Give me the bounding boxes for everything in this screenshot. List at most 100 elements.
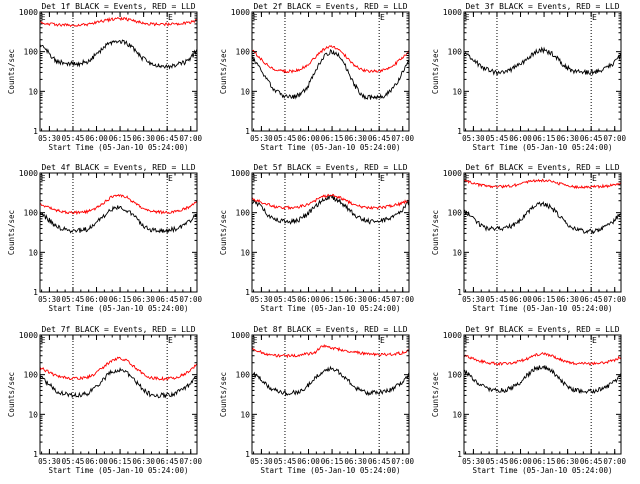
y-axis-label: Counts/sec [431, 372, 440, 417]
y-tick-label: 1000 [443, 8, 462, 17]
y-tick-label: 1 [457, 450, 462, 459]
x-axis-label: Start Time (05-Jan-10 05:24:00) [473, 466, 613, 475]
e-marker: E [41, 13, 46, 22]
y-tick-label: 1000 [231, 331, 250, 340]
x-tick-label: 06:00 [85, 457, 108, 466]
e-marker: E [253, 336, 258, 345]
y-tick-label: 10 [452, 87, 462, 96]
series-events-line [463, 200, 622, 235]
x-axis-label: Start Time (05-Jan-10 05:24:00) [49, 143, 189, 152]
panel-title: Det 7f BLACK = Events, RED = LLD [41, 325, 195, 334]
axes-frame [463, 334, 622, 455]
x-tick-label: 06:15 [109, 134, 132, 143]
x-tick-label: 06:00 [509, 295, 532, 304]
axes-frame [251, 172, 410, 293]
x-tick-label: 06:15 [533, 295, 556, 304]
x-tick-label: 05:45 [486, 457, 509, 466]
x-tick-label: 05:30 [462, 457, 485, 466]
series-lld-line [251, 343, 410, 359]
x-tick-label: 06:45 [156, 134, 179, 143]
y-tick-label: 1000 [19, 169, 38, 178]
axes-frame [39, 334, 198, 455]
x-tick-label: 06:45 [368, 295, 391, 304]
y-tick-label: 10 [240, 87, 250, 96]
x-tick-label: 06:30 [344, 457, 367, 466]
panel-title: Det 3f BLACK = Events, RED = LLD [465, 2, 619, 11]
y-tick-label: 1 [245, 450, 250, 459]
x-tick-label: 05:45 [62, 457, 85, 466]
x-tick-label: 06:00 [297, 295, 320, 304]
x-tick-label: 06:15 [321, 457, 344, 466]
y-tick-label: 100 [236, 371, 251, 380]
x-tick-label: 05:30 [462, 134, 485, 143]
x-tick-label: 05:45 [486, 295, 509, 304]
x-tick-label: 06:45 [580, 134, 603, 143]
axes-frame [251, 11, 410, 132]
x-tick-label: 05:45 [274, 457, 297, 466]
series-lld-line [39, 16, 198, 28]
x-tick-label: 06:00 [509, 134, 532, 143]
x-tick-label: 06:45 [156, 457, 179, 466]
y-axis-label: Counts/sec [219, 210, 228, 255]
y-axis-label: Counts/sec [7, 210, 16, 255]
x-tick-label: 06:30 [132, 457, 155, 466]
panel-title: Det 9f BLACK = Events, RED = LLD [465, 325, 619, 334]
x-tick-label: 05:30 [462, 295, 485, 304]
x-tick-label: 06:30 [132, 295, 155, 304]
y-tick-label: 1000 [231, 8, 250, 17]
x-tick-label: 07:00 [603, 295, 626, 304]
series-lld-line [39, 193, 198, 216]
y-tick-label: 10 [452, 248, 462, 257]
axes-frame [39, 172, 198, 293]
y-tick-label: 10 [28, 410, 38, 419]
x-tick-label: 05:30 [250, 457, 273, 466]
x-tick-label: 07:00 [391, 295, 414, 304]
x-tick-label: 06:30 [556, 295, 579, 304]
panel-title: Det 8f BLACK = Events, RED = LLD [253, 325, 407, 334]
e-marker: E [380, 174, 385, 183]
series-lld-line [463, 178, 622, 190]
panel-1: Det 1f BLACK = Events, RED = LLD E E 1 10 100… [7, 2, 202, 152]
x-tick-label: 06:45 [368, 457, 391, 466]
x-tick-label: 06:15 [321, 295, 344, 304]
e-marker: E [41, 174, 46, 183]
series-events-line [463, 365, 622, 395]
x-tick-label: 05:30 [38, 134, 61, 143]
x-tick-label: 07:00 [179, 295, 202, 304]
x-tick-label: 07:00 [179, 134, 202, 143]
x-tick-label: 07:00 [391, 134, 414, 143]
y-tick-label: 100 [24, 48, 39, 57]
x-tick-label: 06:30 [556, 134, 579, 143]
e-marker: E [168, 13, 173, 22]
x-tick-label: 06:15 [533, 457, 556, 466]
series-lld-line [39, 356, 198, 381]
axes-frame [251, 334, 410, 455]
x-tick-label: 06:30 [344, 295, 367, 304]
series-events-line [39, 205, 198, 235]
e-marker: E [41, 336, 46, 345]
x-axis-label: Start Time (05-Jan-10 05:24:00) [49, 304, 189, 313]
y-tick-label: 1 [33, 450, 38, 459]
y-tick-label: 100 [24, 209, 39, 218]
x-tick-label: 06:00 [297, 457, 320, 466]
y-tick-label: 1 [33, 288, 38, 297]
y-tick-label: 100 [448, 48, 463, 57]
x-axis-label: Start Time (05-Jan-10 05:24:00) [49, 466, 189, 475]
x-tick-label: 06:30 [556, 457, 579, 466]
x-tick-label: 07:00 [603, 457, 626, 466]
panel-2: Det 2f BLACK = Events, RED = LLD E E 1 10 100… [219, 2, 414, 152]
e-marker: E [592, 174, 597, 183]
x-tick-label: 06:15 [109, 295, 132, 304]
e-marker: E [380, 13, 385, 22]
y-axis-label: Counts/sec [431, 49, 440, 94]
e-marker: E [465, 13, 470, 22]
panel-7: Det 7f BLACK = Events, RED = LLD E E 1 10 100… [7, 325, 202, 475]
y-tick-label: 10 [240, 410, 250, 419]
y-tick-label: 10 [28, 87, 38, 96]
panel-title: Det 4f BLACK = Events, RED = LLD [41, 163, 195, 172]
x-tick-label: 06:00 [509, 457, 532, 466]
y-tick-label: 1000 [443, 169, 462, 178]
e-marker: E [592, 13, 597, 22]
x-tick-label: 06:15 [109, 457, 132, 466]
x-tick-label: 06:45 [580, 295, 603, 304]
